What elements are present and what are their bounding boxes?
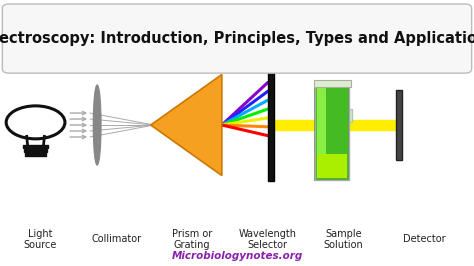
FancyBboxPatch shape — [317, 85, 326, 178]
FancyBboxPatch shape — [321, 109, 352, 122]
Text: Prism or
Grating: Prism or Grating — [172, 228, 212, 250]
Ellipse shape — [93, 85, 101, 165]
FancyBboxPatch shape — [315, 85, 349, 180]
FancyBboxPatch shape — [396, 90, 402, 160]
Text: Light
Source: Light Source — [24, 228, 57, 250]
Text: Detector: Detector — [403, 234, 446, 244]
FancyBboxPatch shape — [2, 4, 472, 73]
Text: Collimator: Collimator — [91, 234, 141, 244]
FancyBboxPatch shape — [268, 69, 274, 181]
FancyBboxPatch shape — [24, 149, 47, 152]
Polygon shape — [151, 74, 222, 176]
FancyBboxPatch shape — [317, 154, 347, 178]
FancyBboxPatch shape — [23, 145, 48, 148]
FancyBboxPatch shape — [314, 80, 351, 87]
Text: Microbiologynotes.org: Microbiologynotes.org — [172, 251, 302, 261]
Text: Spectroscopy: Introduction, Principles, Types and Applications: Spectroscopy: Introduction, Principles, … — [0, 31, 474, 46]
Text: Wavelength
Selector: Wavelength Selector — [239, 228, 297, 250]
FancyBboxPatch shape — [25, 153, 46, 156]
Text: Sample
Solution: Sample Solution — [324, 228, 364, 250]
